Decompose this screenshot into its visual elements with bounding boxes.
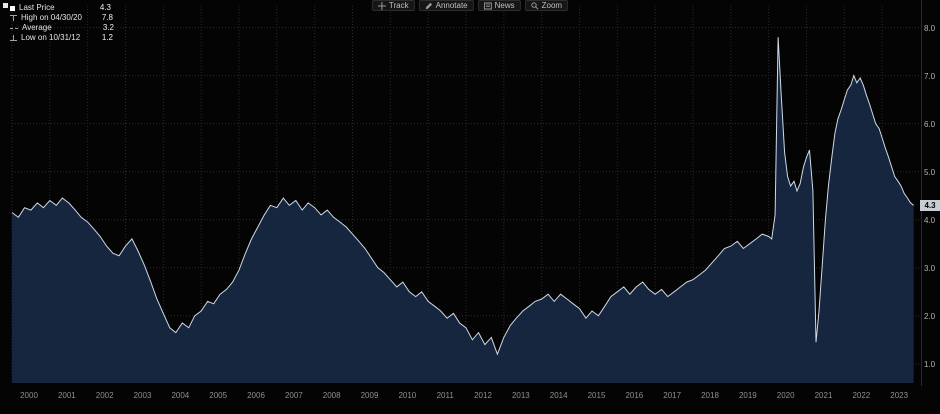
chart-legend: Last Price 4.3 High on 04/30/20 7.8 Aver…: [10, 3, 114, 43]
x-tick-label: 2011: [436, 391, 454, 400]
x-tick-label: 2022: [852, 391, 871, 400]
zoom-button[interactable]: Zoom: [524, 0, 569, 11]
legend-value: 1.2: [101, 33, 113, 42]
low-tick-icon: [10, 35, 17, 41]
x-tick-label: 2013: [511, 391, 530, 400]
x-tick-label: 2007: [284, 391, 303, 400]
x-tick-label: 2005: [209, 391, 228, 400]
legend-row-low: Low on 10/31/12 1.2: [10, 33, 114, 43]
y-tick-label: 4.0: [924, 215, 936, 225]
x-tick-label: 2014: [549, 391, 568, 400]
annotate-button[interactable]: Annotate: [418, 0, 474, 11]
x-tick-label: 2017: [663, 391, 682, 400]
x-tick-label: 2018: [701, 391, 719, 400]
news-icon: [483, 2, 492, 10]
y-tick-label: 2.0: [924, 311, 936, 321]
track-button[interactable]: Track: [371, 0, 415, 11]
legend-value: 3.2: [102, 23, 114, 32]
y-tick-label: 8.0: [924, 23, 936, 33]
average-dash-icon: [10, 27, 18, 29]
x-tick-label: 2021: [814, 391, 833, 400]
y-tick-label: 3.0: [924, 263, 936, 273]
x-tick-label: 2023: [890, 391, 909, 400]
x-tick-label: 2009: [360, 391, 379, 400]
annotate-label: Annotate: [435, 1, 468, 10]
x-tick-label: 2006: [247, 391, 265, 400]
track-label: Track: [388, 1, 409, 10]
legend-row-last-price: Last Price 4.3: [10, 3, 114, 13]
x-tick-label: 2010: [398, 391, 417, 400]
chart-toolbar: Track Annotate News Zoom: [371, 0, 569, 11]
x-tick-label: 2000: [20, 391, 38, 400]
last-price-badge: 4.3: [920, 200, 940, 212]
legend-label: Last Price: [19, 3, 55, 12]
legend-label: Low on 10/31/12: [21, 33, 81, 42]
y-tick-label: 6.0: [924, 119, 936, 129]
last-price-swatch-icon: [10, 5, 15, 11]
legend-row-average: Average 3.2: [10, 23, 114, 33]
x-tick-label: 2020: [776, 391, 795, 400]
crosshair-icon: [377, 1, 386, 10]
legend-value: 7.8: [101, 13, 113, 22]
zoom-label: Zoom: [541, 1, 563, 10]
x-tick-label: 2012: [474, 391, 492, 400]
x-tick-label: 2001: [57, 391, 76, 400]
window-menu-icon[interactable]: [3, 3, 8, 8]
news-label: News: [494, 1, 515, 10]
pencil-icon: [425, 2, 433, 10]
legend-row-high: High on 04/30/20 7.8: [10, 13, 114, 23]
magnifier-icon: [531, 1, 539, 10]
y-axis-line: [921, 0, 922, 386]
x-tick-label: 2008: [322, 391, 341, 400]
x-tick-label: 2016: [625, 391, 644, 400]
x-tick-label: 2019: [738, 391, 757, 400]
high-tick-icon: [10, 15, 17, 21]
y-tick-label: 5.0: [924, 167, 936, 177]
price-line: [11, 37, 914, 356]
price-area: [12, 37, 914, 383]
legend-label: High on 04/30/20: [21, 13, 82, 22]
legend-value: 4.3: [99, 3, 111, 12]
y-tick-label: 1.0: [924, 359, 936, 369]
y-tick-label: 7.0: [924, 71, 936, 81]
x-tick-label: 2003: [133, 391, 152, 400]
x-tick-label: 2004: [171, 391, 190, 400]
x-tick-label: 2002: [95, 391, 114, 400]
news-button[interactable]: News: [477, 0, 521, 11]
legend-label: Average: [22, 23, 52, 32]
x-tick-label: 2015: [587, 391, 606, 400]
